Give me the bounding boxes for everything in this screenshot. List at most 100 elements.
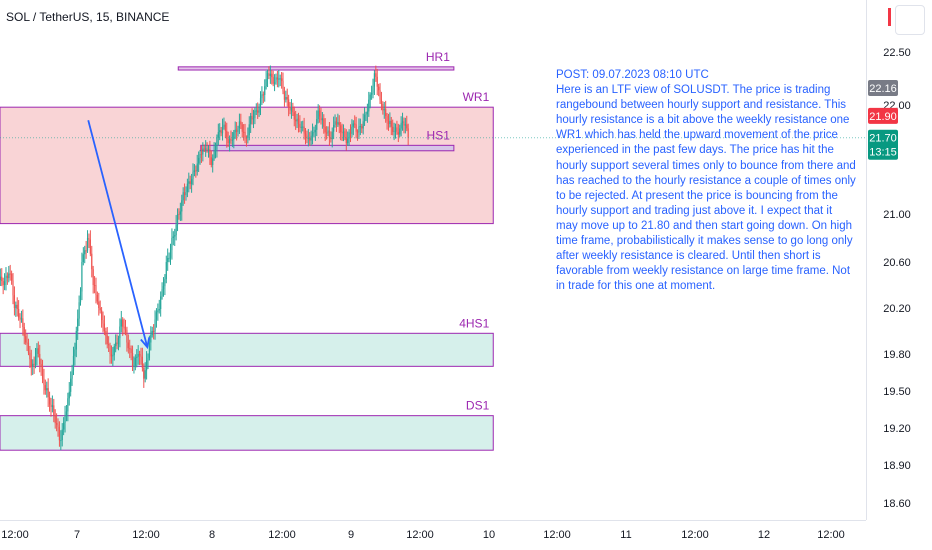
candle-body xyxy=(25,336,27,343)
candle-body xyxy=(29,352,31,360)
x-tick-label: 12:00 xyxy=(817,529,845,541)
candle-body xyxy=(236,129,238,132)
candle-body xyxy=(335,121,338,125)
candle-body xyxy=(272,77,274,84)
candle-body xyxy=(281,78,283,81)
candle-body xyxy=(399,128,401,135)
candle-body xyxy=(102,320,104,324)
candle-body xyxy=(205,148,207,150)
candle-body xyxy=(379,90,381,100)
candle-body xyxy=(306,135,308,138)
candle-body xyxy=(110,354,113,357)
time-scale-divider xyxy=(0,520,866,521)
candle-body xyxy=(337,122,339,125)
candle-body xyxy=(273,82,276,84)
candle-body xyxy=(269,73,271,76)
candle-body xyxy=(224,124,226,131)
candle-body xyxy=(136,356,138,358)
candle-body xyxy=(123,326,125,329)
candle-body xyxy=(406,124,408,129)
flag-button[interactable] xyxy=(895,5,925,35)
candle-body xyxy=(338,122,340,126)
candle-body xyxy=(106,335,108,345)
candle-body xyxy=(292,107,294,113)
candle-body xyxy=(5,275,7,282)
candle-body xyxy=(326,132,328,134)
candle-body xyxy=(146,360,148,371)
candle-body xyxy=(92,269,94,285)
candle-body xyxy=(120,319,122,327)
candle-body xyxy=(36,348,38,358)
candle-body xyxy=(316,119,318,130)
candle-body xyxy=(186,183,188,193)
candle-body xyxy=(78,302,80,319)
candle-body xyxy=(328,130,331,138)
candle-body xyxy=(119,326,121,339)
candle-body xyxy=(64,415,66,423)
candle-body xyxy=(20,318,23,320)
candle-body xyxy=(288,99,290,108)
candle-body xyxy=(172,236,174,238)
candle-body xyxy=(365,114,367,116)
candle-body xyxy=(165,262,167,280)
candle-body xyxy=(160,296,162,309)
alert-marker[interactable] xyxy=(888,8,891,26)
candle-body xyxy=(368,99,370,112)
candle-body xyxy=(250,115,252,125)
x-tick-label: 12 xyxy=(758,529,770,541)
candle-body xyxy=(383,109,385,111)
candle-body xyxy=(321,118,323,121)
candle-body xyxy=(266,73,269,80)
candle-body xyxy=(366,111,368,115)
candle-body xyxy=(30,359,32,367)
candle-body xyxy=(219,130,221,133)
candle-body xyxy=(394,127,397,132)
x-tick-label: 8 xyxy=(209,529,215,541)
candle-body xyxy=(347,138,349,144)
candle-body xyxy=(295,119,297,122)
candle-body xyxy=(238,121,241,129)
x-tick-label: 7 xyxy=(74,529,80,541)
candle-body xyxy=(2,280,4,285)
candle-body xyxy=(43,378,45,386)
candle-body xyxy=(234,129,236,133)
candle-body xyxy=(91,253,93,270)
candle-body xyxy=(327,130,329,133)
candle-body xyxy=(19,317,21,320)
candle-body xyxy=(15,304,17,308)
candle-body xyxy=(259,98,262,107)
candle-body xyxy=(109,345,111,354)
x-tick-label: 12:00 xyxy=(406,529,434,541)
candle-body xyxy=(32,363,34,367)
candle-body xyxy=(331,131,333,140)
candle-body xyxy=(154,319,156,332)
candle-body xyxy=(401,121,404,123)
candle-body xyxy=(390,120,392,127)
candle-body xyxy=(169,250,172,258)
candle-body xyxy=(354,123,356,125)
price-badge-label: 21.70 xyxy=(869,133,897,145)
price-scale-divider xyxy=(866,0,867,520)
x-tick-label: 9 xyxy=(348,529,354,541)
zones-layer: HR1 WR1 HS1 4HS1 DS1 xyxy=(0,50,494,451)
candle-body xyxy=(358,126,360,133)
candle-body xyxy=(133,365,135,367)
candle-body xyxy=(67,398,69,412)
candle-body xyxy=(233,132,235,140)
candle-body xyxy=(72,355,75,371)
candle-body xyxy=(323,118,325,127)
symbol-title[interactable]: SOL / TetherUS, 15, BINANCE xyxy=(6,10,170,24)
y-tick-label: 18.60 xyxy=(883,498,911,510)
candle-body xyxy=(47,388,49,398)
price-badge-countdown: 13:15 xyxy=(869,147,897,159)
candle-body xyxy=(262,94,264,96)
candle-body xyxy=(355,124,357,132)
candle-body xyxy=(276,77,278,80)
price-badge-green xyxy=(868,129,898,160)
price-badge-gray xyxy=(868,80,898,97)
candle-body xyxy=(40,364,42,367)
candle-body xyxy=(71,370,73,379)
candle-body xyxy=(168,257,170,259)
